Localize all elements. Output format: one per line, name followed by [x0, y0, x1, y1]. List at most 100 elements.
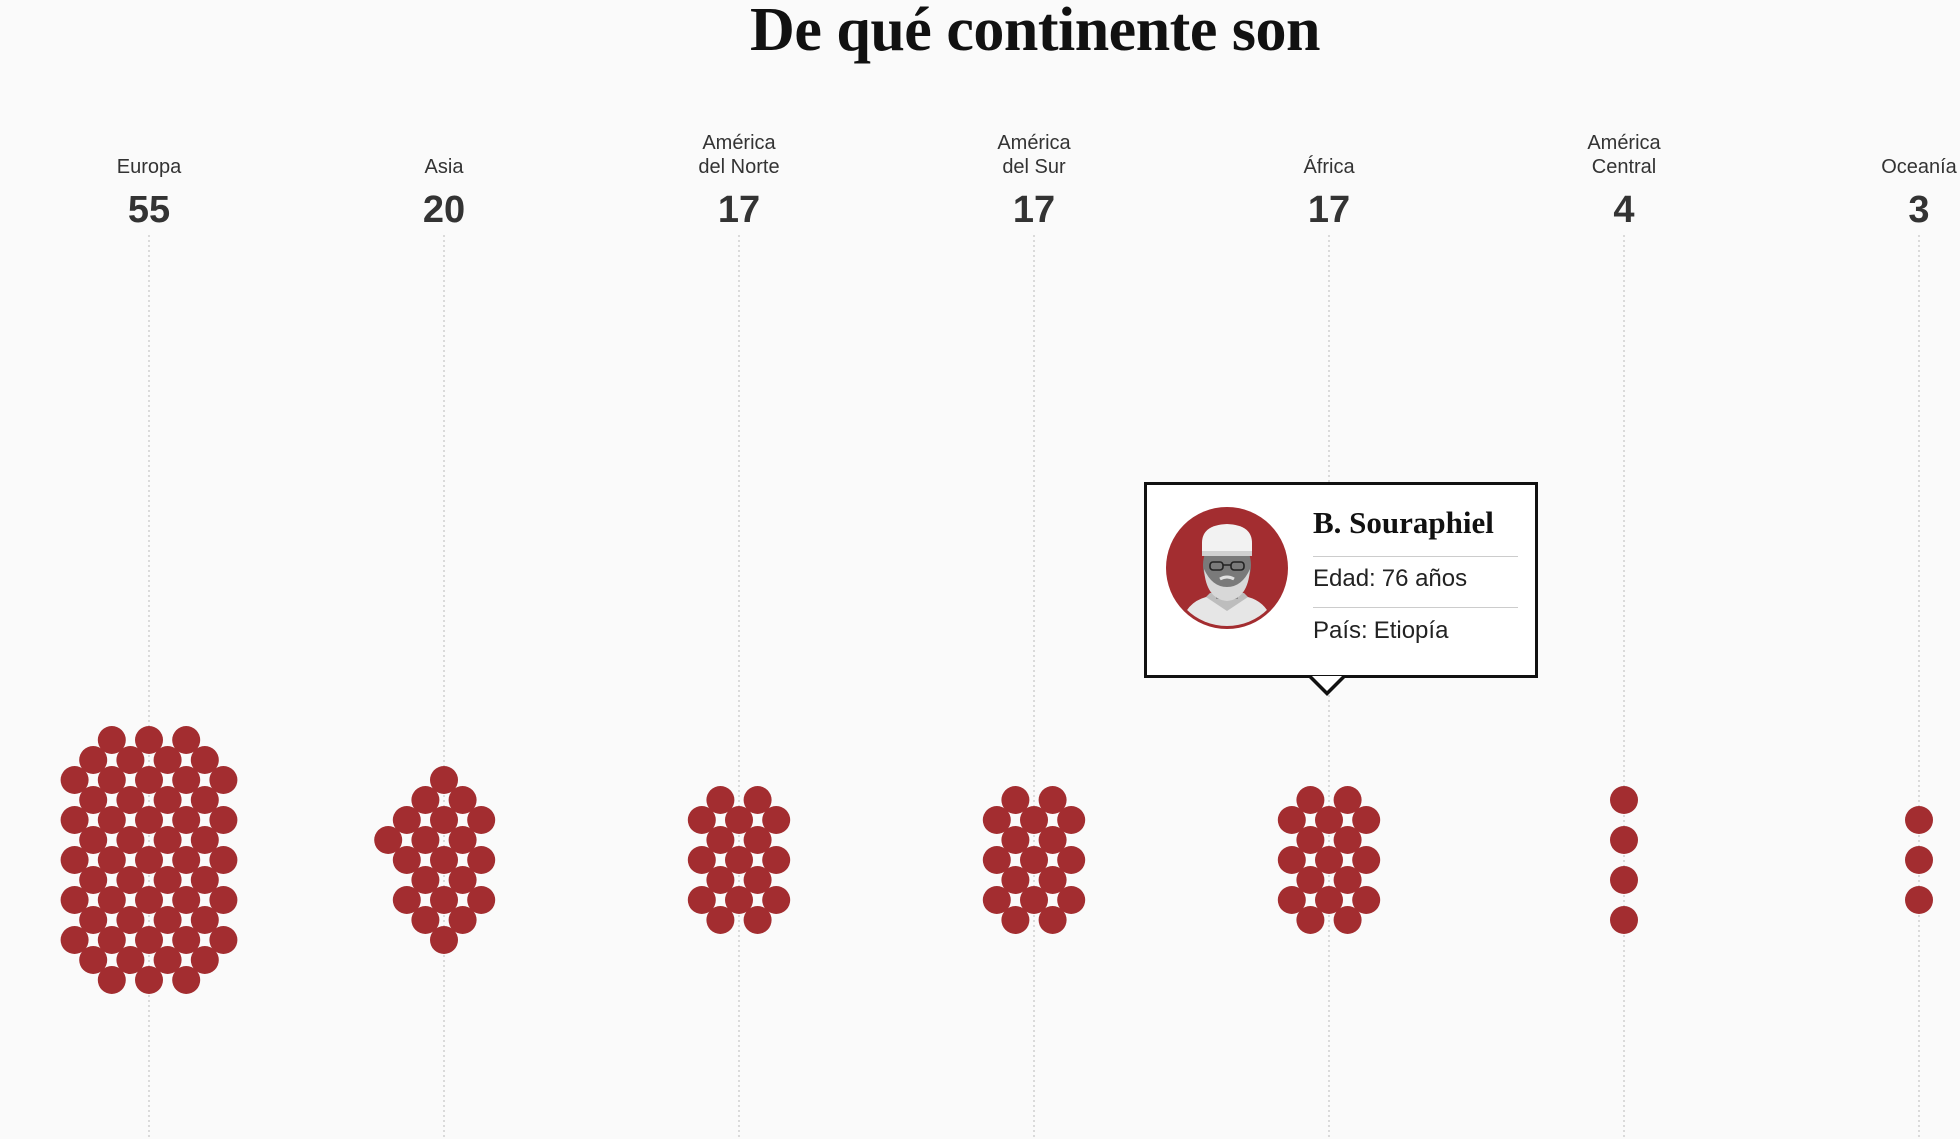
data-dot[interactable] — [153, 906, 182, 934]
data-dot[interactable] — [79, 866, 108, 894]
data-dot[interactable] — [743, 786, 772, 814]
data-dot[interactable] — [116, 746, 145, 774]
data-dot[interactable] — [706, 786, 735, 814]
data-dot[interactable] — [725, 886, 753, 914]
data-dot[interactable] — [1352, 806, 1381, 834]
data-dot[interactable] — [1038, 786, 1067, 814]
data-dot[interactable] — [209, 806, 238, 834]
data-dot[interactable] — [1333, 866, 1362, 894]
data-dot[interactable] — [172, 806, 201, 834]
data-dot[interactable] — [153, 946, 182, 974]
data-dot[interactable] — [209, 846, 238, 874]
data-dot[interactable] — [190, 946, 219, 974]
data-dot[interactable] — [1057, 806, 1086, 834]
data-dot[interactable] — [135, 926, 163, 954]
data-dot[interactable] — [116, 906, 145, 934]
data-dot[interactable] — [209, 766, 238, 794]
data-dot[interactable] — [1277, 886, 1306, 914]
data-dot[interactable] — [209, 926, 238, 954]
data-dot[interactable] — [1001, 906, 1030, 934]
data-dot[interactable] — [172, 766, 201, 794]
data-dot[interactable] — [79, 826, 108, 854]
data-dot[interactable] — [1038, 906, 1067, 934]
data-dot[interactable] — [97, 966, 126, 994]
data-dot[interactable] — [116, 866, 145, 894]
data-dot[interactable] — [725, 846, 753, 874]
data-dot[interactable] — [1057, 886, 1086, 914]
data-dot[interactable] — [762, 886, 791, 914]
data-dot[interactable] — [60, 886, 89, 914]
data-dot[interactable] — [97, 726, 126, 754]
data-dot[interactable] — [467, 846, 496, 874]
data-dot[interactable] — [79, 906, 108, 934]
data-dot[interactable] — [79, 946, 108, 974]
data-dot[interactable] — [79, 746, 108, 774]
data-dot[interactable] — [116, 946, 145, 974]
data-dot[interactable] — [1352, 886, 1381, 914]
data-dot[interactable] — [743, 906, 772, 934]
data-dot[interactable] — [97, 766, 126, 794]
data-dot[interactable] — [1296, 826, 1325, 854]
data-dot[interactable] — [392, 806, 421, 834]
data-dot[interactable] — [60, 766, 89, 794]
data-dot[interactable] — [1610, 786, 1638, 814]
data-dot[interactable] — [172, 966, 201, 994]
data-dot[interactable] — [1905, 886, 1933, 914]
data-dot[interactable] — [209, 886, 238, 914]
data-dot[interactable] — [743, 866, 772, 894]
data-dot[interactable] — [743, 826, 772, 854]
data-dot[interactable] — [116, 786, 145, 814]
data-dot[interactable] — [448, 866, 477, 894]
data-dot[interactable] — [1277, 806, 1306, 834]
data-dot[interactable] — [762, 846, 791, 874]
data-dot[interactable] — [97, 806, 126, 834]
data-dot[interactable] — [1001, 866, 1030, 894]
data-dot[interactable] — [60, 846, 89, 874]
data-dot[interactable] — [982, 886, 1011, 914]
data-dot[interactable] — [982, 806, 1011, 834]
data-dot[interactable] — [1277, 846, 1306, 874]
data-dot[interactable] — [411, 826, 440, 854]
data-dot[interactable] — [79, 786, 108, 814]
data-dot[interactable] — [190, 826, 219, 854]
data-dot[interactable] — [135, 726, 163, 754]
data-dot[interactable] — [411, 866, 440, 894]
data-dot[interactable] — [392, 886, 421, 914]
data-dot[interactable] — [1333, 786, 1362, 814]
data-dot[interactable] — [153, 786, 182, 814]
data-dot[interactable] — [1905, 806, 1933, 834]
data-dot[interactable] — [1333, 826, 1362, 854]
data-dot[interactable] — [135, 846, 163, 874]
data-dot[interactable] — [1905, 846, 1933, 874]
data-dot[interactable] — [411, 906, 440, 934]
data-dot[interactable] — [1610, 866, 1638, 894]
data-dot[interactable] — [116, 826, 145, 854]
data-dot[interactable] — [467, 886, 496, 914]
data-dot[interactable] — [153, 746, 182, 774]
data-dot[interactable] — [687, 806, 716, 834]
data-dot[interactable] — [1296, 866, 1325, 894]
data-dot[interactable] — [60, 806, 89, 834]
data-dot[interactable] — [430, 846, 458, 874]
data-dot[interactable] — [392, 846, 421, 874]
data-dot[interactable] — [448, 906, 477, 934]
data-dot[interactable] — [430, 766, 458, 794]
data-dot[interactable] — [1020, 886, 1048, 914]
data-dot[interactable] — [1038, 866, 1067, 894]
data-dot[interactable] — [448, 786, 477, 814]
data-dot[interactable] — [1296, 906, 1325, 934]
data-dot[interactable] — [172, 886, 201, 914]
data-dot[interactable] — [1315, 886, 1343, 914]
data-dot[interactable] — [982, 846, 1011, 874]
data-dot[interactable] — [1315, 846, 1343, 874]
data-dot[interactable] — [706, 866, 735, 894]
data-dot[interactable] — [706, 826, 735, 854]
data-dot[interactable] — [1315, 806, 1343, 834]
data-dot[interactable] — [190, 906, 219, 934]
data-dot[interactable] — [411, 786, 440, 814]
data-dot[interactable] — [725, 806, 753, 834]
data-dot[interactable] — [190, 786, 219, 814]
data-dot[interactable] — [97, 846, 126, 874]
data-dot[interactable] — [172, 926, 201, 954]
data-dot[interactable] — [1001, 826, 1030, 854]
